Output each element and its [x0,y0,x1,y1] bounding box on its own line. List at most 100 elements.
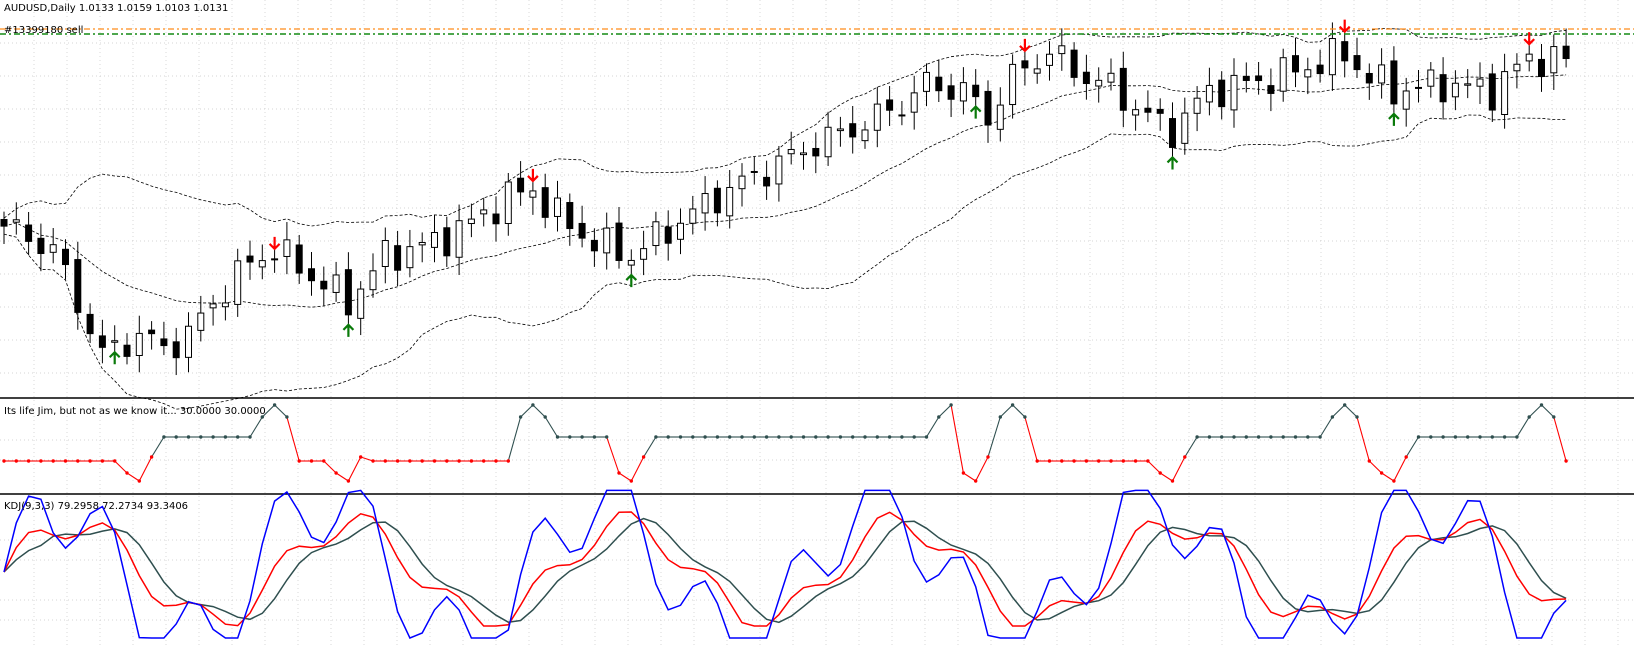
oscillator-point [949,403,953,407]
oscillator-point [900,435,904,439]
candle-body [1550,46,1558,74]
band-lower [3,114,1567,410]
oscillator-point [1133,459,1138,463]
symbol-label: AUDUSD,Daily 1.0133 1.0159 1.0103 1.0131 [4,3,228,14]
candle-body [381,240,389,268]
candle-body [1390,60,1398,105]
down-arrow-icon [527,168,539,183]
oscillator-point [1170,479,1175,483]
oscillator-point [1232,435,1236,439]
oscillator-point [740,435,744,439]
candle-body [1427,69,1435,87]
oscillator-segment [286,416,300,462]
oscillator-segment [1024,416,1038,462]
oscillator-segment [926,416,940,438]
candle-body [0,219,8,227]
oscillator-segment [114,460,128,474]
oscillator-segment [975,456,989,482]
oscillator-point [580,435,584,439]
candle-body [492,213,500,225]
oscillator-point [887,435,892,439]
oscillator-segment [950,404,964,474]
candle-body [431,232,438,248]
oscillator-point [149,455,154,459]
oscillator-point [654,435,658,439]
oscillator-point [482,459,486,463]
candle-body [996,104,1004,130]
oscillator-point [998,415,1002,419]
oscillator-segment [1147,460,1161,474]
oscillator-point [666,435,670,439]
candle-body [787,149,795,155]
oscillator-point [285,415,289,419]
candle-body [652,221,660,247]
candle-body [972,84,980,98]
up-arrow-icon [1388,112,1400,126]
oscillator-point [1269,435,1273,439]
oscillator-point [1392,479,1396,483]
candle-body [25,224,33,242]
candle-body [1218,79,1226,108]
oscillator-point [162,435,166,439]
candle-body [1255,75,1263,82]
candle-body [418,241,426,246]
oscillator-point [211,435,215,439]
oscillator-point [1109,459,1113,463]
price-pane[interactable]: AUDUSD,Daily 1.0133 1.0159 1.0103 1.0131… [0,3,1634,410]
oscillator-segment [999,404,1013,418]
candle-body [1082,71,1090,85]
candle-body [37,237,45,254]
oscillator-point [1084,459,1089,463]
oscillator-point [1047,459,1052,463]
oscillator-segment [274,404,288,418]
oscillator-point [39,459,43,463]
oscillator-point [1502,435,1507,439]
up-arrow-icon [1166,155,1179,170]
kdj-pane[interactable]: KDJ(9,3,3) 79.2958 72.2734 93.3406 [3,489,1567,639]
candle-body [320,280,328,290]
oscillator-point [568,435,572,439]
candle-body [1415,86,1422,89]
candle-body [308,268,315,282]
oscillator-point [1466,435,1470,439]
oscillator-point [518,415,523,419]
candle-body [1525,53,1533,62]
oscillator-pane[interactable]: Its life Jim, but not as we know it... 3… [2,403,1568,483]
oscillator-point [814,435,818,439]
candle-body [1451,82,1459,98]
candle-body [923,71,930,92]
oscillator-segment [138,456,153,482]
candle-body [1181,112,1189,144]
oscillator-segment [520,404,534,418]
oscillator-segment [1332,404,1346,418]
oscillator-point [76,459,80,463]
oscillator-point [764,435,769,439]
candle-body [1033,68,1041,74]
candle-body [1341,41,1349,62]
oscillator-point [1330,415,1335,419]
candle-body [824,126,832,158]
oscillator-segment [347,456,362,482]
candle-body [467,218,475,225]
candle-body [1095,79,1103,87]
oscillator-point [346,479,351,483]
oscillator-point [297,459,301,463]
candle-body [1193,97,1201,114]
oscillator-segment [1368,460,1382,474]
up-arrow-icon [625,273,638,288]
oscillator-point [408,459,412,463]
oscillator-point [1035,459,1039,463]
oscillator-segment [1172,456,1186,482]
oscillator-point [51,459,55,463]
oscillator-point [1158,471,1162,475]
candle-body [86,313,94,335]
candle-body [1144,107,1152,113]
candle-body [1205,84,1213,103]
oscillator-point [801,435,806,439]
candle-body [836,128,844,132]
oscillator-point [838,435,843,439]
oscillator-point [1010,403,1015,407]
candle-body [443,227,451,257]
candle-body [959,82,967,102]
